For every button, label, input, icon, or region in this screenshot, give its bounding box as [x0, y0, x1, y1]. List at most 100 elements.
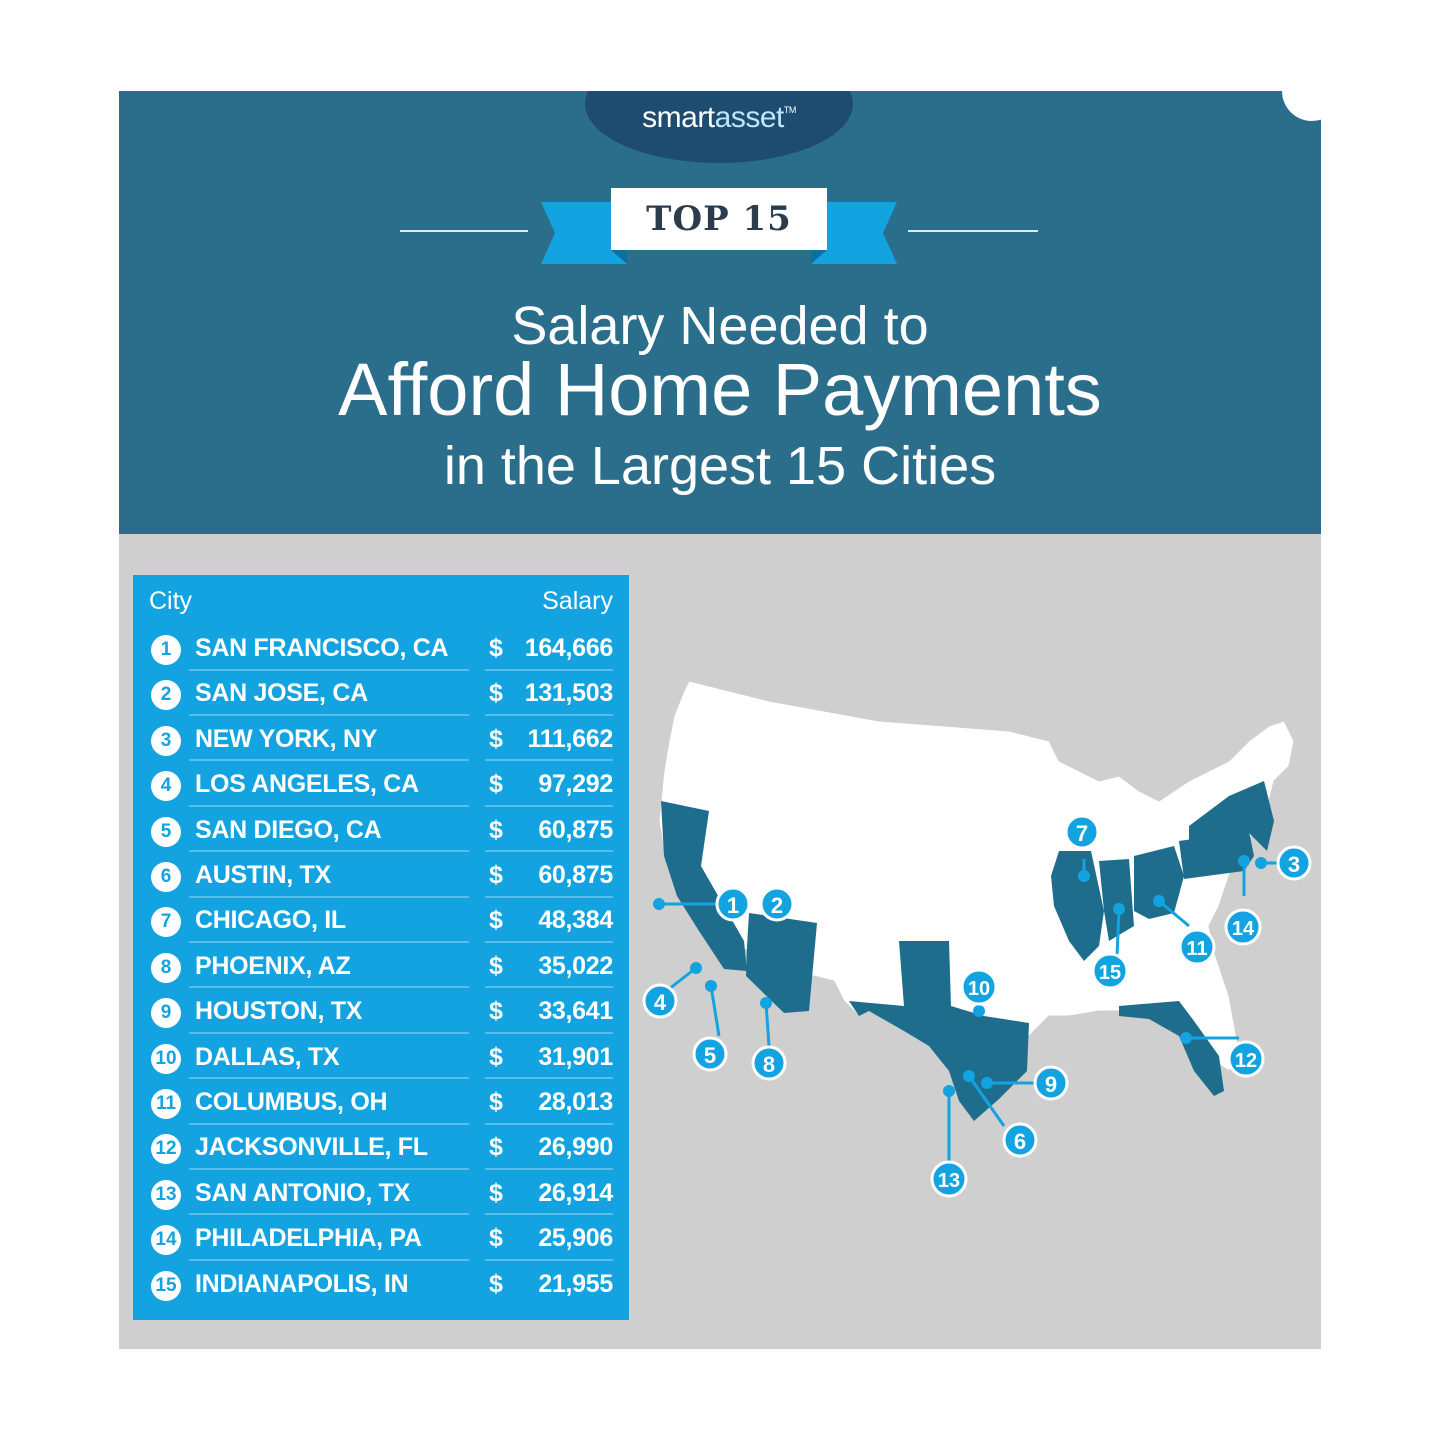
- rank-badge: 1: [151, 635, 181, 665]
- map-marker-1: 1: [715, 886, 751, 922]
- map-state-illinois: [1051, 851, 1104, 961]
- currency-symbol: $: [489, 1088, 503, 1116]
- map-marker-label-3: 3: [1288, 852, 1300, 877]
- salary-value: 48,384: [538, 906, 613, 935]
- rank-badge: 13: [151, 1179, 181, 1210]
- map-state-indiana: [1099, 859, 1134, 941]
- map-marker-label-5: 5: [704, 1043, 716, 1068]
- table-row: 15 INDIANAPOLIS, IN $21,955: [133, 1261, 629, 1307]
- table-row: 11 COLUMBUS, OH $28,013: [133, 1079, 629, 1125]
- rank-badge: 14: [151, 1225, 181, 1256]
- map-marker-13: 13: [930, 1160, 968, 1198]
- row-divider-salary: [485, 804, 613, 807]
- map-marker-14: 14: [1224, 908, 1262, 946]
- table-row: 1 SAN FRANCISCO, CA $164,666: [133, 625, 629, 671]
- city-name: LOS ANGELES, CA: [195, 770, 419, 799]
- row-divider-salary: [485, 1213, 613, 1216]
- map-marker-10: 10: [960, 968, 998, 1006]
- salary-table: City Salary 1 SAN FRANCISCO, CA $164,666 2 S…: [133, 575, 629, 1320]
- table-row: 3 NEW YORK, NY $111,662: [133, 716, 629, 762]
- map-marker-8: 8: [751, 1045, 787, 1081]
- table-row: 5 SAN DIEGO, CA $60,875: [133, 807, 629, 853]
- row-divider-city: [189, 1031, 469, 1034]
- currency-symbol: $: [489, 1224, 503, 1253]
- title-line-3: in the Largest 15 Cities: [443, 436, 997, 496]
- column-header-salary: Salary: [542, 587, 613, 615]
- currency-symbol: $: [489, 1178, 503, 1207]
- salary-value: 26,990: [538, 1133, 613, 1162]
- map-marker-label-15: 15: [1099, 962, 1121, 984]
- currency-symbol: $: [489, 1133, 503, 1162]
- map-marker-label-2: 2: [771, 893, 783, 918]
- city-name: INDIANAPOLIS, IN: [195, 1269, 409, 1298]
- brand-name-part1: smart: [642, 101, 715, 134]
- ribbon-rule-right: [908, 230, 1038, 232]
- map-state-california: [661, 801, 747, 971]
- currency-symbol: $: [489, 861, 503, 889]
- map-marker-label-4: 4: [654, 990, 667, 1015]
- row-divider-salary: [485, 986, 613, 989]
- city-name: DALLAS, TX: [195, 1042, 340, 1071]
- salary-value: 60,875: [538, 861, 613, 889]
- row-divider-salary: [485, 713, 613, 716]
- brand-name: smartassetTM: [585, 101, 853, 135]
- row-divider-city: [189, 850, 469, 853]
- row-divider-city: [189, 759, 469, 762]
- currency-symbol: $: [489, 815, 503, 844]
- map-marker-7: 7: [1064, 814, 1100, 850]
- rank-badge: 10: [151, 1043, 181, 1074]
- ribbon-label: TOP 15: [611, 188, 827, 250]
- row-divider-city: [189, 1167, 469, 1170]
- currency-symbol: $: [489, 770, 503, 799]
- map-marker-4: 4: [642, 983, 678, 1019]
- row-divider-city: [189, 1213, 469, 1216]
- rank-badge: 8: [151, 952, 181, 983]
- salary-value: 31,901: [538, 1042, 613, 1071]
- map-marker-3: 3: [1276, 845, 1312, 881]
- rank-badge: 6: [151, 862, 181, 892]
- city-name: JACKSONVILLE, FL: [195, 1133, 428, 1162]
- row-divider-salary: [485, 850, 613, 853]
- currency-symbol: $: [489, 906, 503, 935]
- title-line-2: Afford Home Payments: [338, 348, 1102, 431]
- map-marker-label-1: 1: [727, 893, 739, 918]
- map-marker-2: 2: [759, 886, 795, 922]
- city-name: SAN DIEGO, CA: [195, 815, 382, 844]
- table-row: 9 HOUSTON, TX $33,641: [133, 988, 629, 1034]
- row-divider-city: [189, 713, 469, 716]
- salary-value: 28,013: [538, 1088, 613, 1116]
- salary-value: 111,662: [527, 724, 613, 753]
- salary-value: 25,906: [538, 1224, 613, 1253]
- table-row: 6 AUSTIN, TX $60,875: [133, 852, 629, 898]
- city-name: COLUMBUS, OH: [195, 1088, 388, 1116]
- city-name: HOUSTON, TX: [195, 997, 363, 1026]
- rank-badge: 9: [151, 998, 181, 1029]
- row-divider-city: [189, 804, 469, 807]
- city-name: SAN FRANCISCO, CA: [195, 634, 449, 662]
- table-header: City Salary: [133, 575, 629, 625]
- city-name: PHILADELPHIA, PA: [195, 1224, 422, 1253]
- table-row: 14 PHILADELPHIA, PA $25,906: [133, 1215, 629, 1261]
- currency-symbol: $: [489, 997, 503, 1026]
- map-marker-6: 6: [1002, 1122, 1038, 1158]
- rank-badge: 15: [151, 1270, 181, 1301]
- salary-value: 164,666: [524, 634, 614, 662]
- row-divider-salary: [485, 759, 613, 762]
- map-marker-label-8: 8: [763, 1052, 775, 1077]
- map-markers: 1 2 3 4 5 6 7 8 9 10 11 12 13 14 15: [642, 814, 1312, 1198]
- city-name: PHOENIX, AZ: [195, 951, 351, 980]
- row-divider-salary: [485, 940, 613, 943]
- city-name: SAN ANTONIO, TX: [195, 1178, 410, 1207]
- map-marker-label-7: 7: [1076, 821, 1088, 846]
- title-line-1: Salary Needed to: [511, 296, 929, 356]
- table-row: 7 CHICAGO, IL $48,384: [133, 897, 629, 943]
- row-divider-salary: [485, 1258, 613, 1261]
- row-divider-city: [189, 668, 469, 671]
- salary-value: 33,641: [538, 997, 613, 1026]
- row-divider-salary: [485, 1122, 613, 1125]
- map-state-arizona: [746, 913, 817, 1013]
- salary-value: 26,914: [538, 1178, 613, 1207]
- map-marker-15: 15: [1091, 952, 1129, 990]
- currency-symbol: $: [489, 679, 503, 708]
- map-state-florida: [1119, 1001, 1224, 1096]
